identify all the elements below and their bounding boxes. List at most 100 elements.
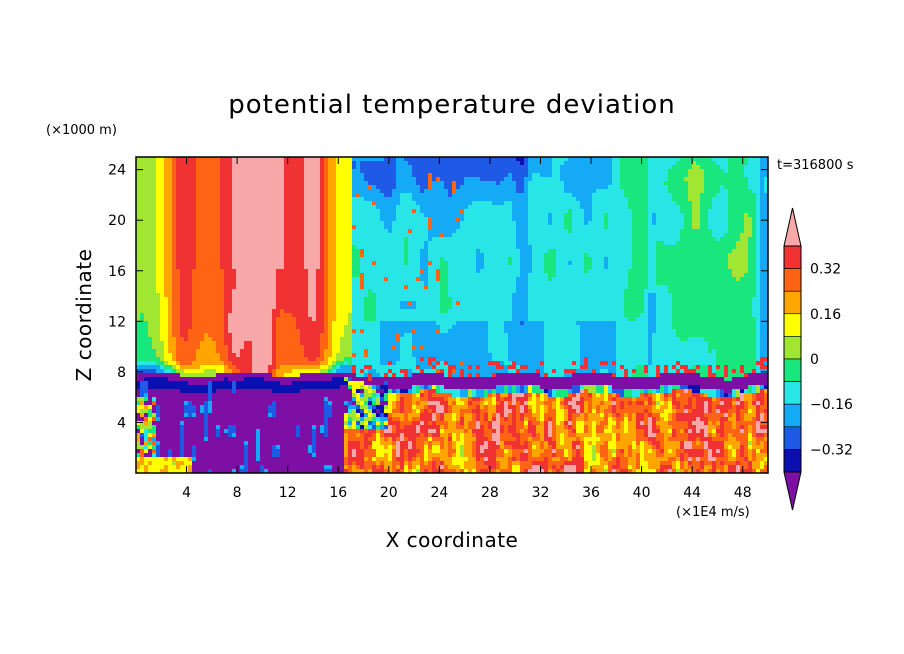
heatmap-cell xyxy=(344,325,353,330)
heatmap-cell xyxy=(352,465,357,470)
x-tick-label: 40 xyxy=(633,485,651,501)
heatmap-cell xyxy=(376,205,397,210)
heatmap-cell xyxy=(384,193,393,198)
heatmap-cell xyxy=(380,333,397,338)
heatmap-cell xyxy=(524,177,533,182)
heatmap-cell xyxy=(388,393,397,398)
heatmap-cell xyxy=(136,193,157,198)
heatmap-cell xyxy=(528,221,549,226)
heatmap-cell xyxy=(336,305,353,310)
heatmap-cell xyxy=(532,441,541,446)
heatmap-cell xyxy=(628,281,649,286)
heatmap-cell xyxy=(324,221,329,226)
heatmap-cell xyxy=(136,301,161,306)
heatmap-cell xyxy=(216,429,221,434)
heatmap-cell xyxy=(584,361,589,366)
heatmap-cell xyxy=(196,445,245,450)
heatmap-cell xyxy=(736,449,741,454)
heatmap-cell xyxy=(568,453,573,458)
heatmap-cell xyxy=(672,409,677,414)
heatmap-cell xyxy=(408,437,417,442)
heatmap-cell xyxy=(752,369,757,374)
heatmap-cell xyxy=(408,245,425,250)
heatmap-cell xyxy=(616,393,621,398)
heatmap-cell xyxy=(412,329,417,334)
heatmap-cell xyxy=(524,401,529,406)
heatmap-cell xyxy=(456,417,461,422)
heatmap-cell xyxy=(380,441,393,446)
heatmap-cell xyxy=(336,173,353,178)
heatmap-cell xyxy=(656,449,661,454)
heatmap-cell xyxy=(636,425,649,430)
heatmap-cell xyxy=(552,429,557,434)
heatmap-cell xyxy=(556,429,569,434)
heatmap-cell xyxy=(672,389,677,394)
heatmap-cell xyxy=(252,345,273,350)
heatmap-cell xyxy=(644,289,669,294)
heatmap-cell xyxy=(192,469,209,473)
heatmap-cell xyxy=(324,317,329,322)
heatmap-cell xyxy=(320,353,325,358)
heatmap-cell xyxy=(624,389,633,394)
heatmap-cell xyxy=(336,269,353,274)
heatmap-cell xyxy=(584,209,593,214)
heatmap-cell xyxy=(352,213,381,218)
heatmap-cell xyxy=(508,457,513,462)
heatmap-cell xyxy=(564,425,569,430)
heatmap-cell xyxy=(224,273,237,278)
heatmap-cell xyxy=(448,373,453,378)
heatmap-cell xyxy=(528,365,545,370)
heatmap-cell xyxy=(328,225,337,230)
heatmap-cell xyxy=(220,217,233,222)
heatmap-cell xyxy=(152,441,157,446)
heatmap-cell xyxy=(540,465,549,470)
heatmap-cell xyxy=(532,449,545,454)
heatmap-cell xyxy=(272,369,277,374)
heatmap-cell xyxy=(596,405,601,410)
heatmap-cell xyxy=(400,401,405,406)
heatmap-cell xyxy=(196,161,221,166)
heatmap-cell xyxy=(236,425,297,430)
heatmap-cell xyxy=(616,333,649,338)
heatmap-cell xyxy=(584,409,589,414)
heatmap-cell xyxy=(528,205,581,210)
heatmap-cell xyxy=(764,461,768,466)
heatmap-cell xyxy=(364,409,369,414)
heatmap-cell xyxy=(496,181,501,186)
heatmap-cell xyxy=(696,425,709,430)
heatmap-cell xyxy=(584,213,593,218)
heatmap-cell xyxy=(180,285,193,290)
heatmap-cell xyxy=(656,325,673,330)
heatmap-cell xyxy=(364,413,369,418)
heatmap-cell xyxy=(688,469,693,473)
heatmap-cell xyxy=(252,357,273,362)
heatmap-cell xyxy=(740,453,745,458)
heatmap-cell xyxy=(160,301,169,306)
heatmap-cell xyxy=(404,253,409,258)
heatmap-cell xyxy=(176,233,197,238)
heatmap-cell xyxy=(424,393,429,398)
heatmap-cell xyxy=(716,373,725,378)
heatmap-cell xyxy=(764,397,768,402)
heatmap-cell xyxy=(740,369,745,374)
heatmap-cell xyxy=(572,221,585,226)
heatmap-cell xyxy=(220,233,233,238)
heatmap-cell xyxy=(380,429,385,434)
heatmap-cell xyxy=(652,221,657,226)
heatmap-cell xyxy=(628,429,637,434)
heatmap-cell xyxy=(736,437,749,442)
heatmap-cell xyxy=(412,397,421,402)
heatmap-cell xyxy=(384,373,389,378)
heatmap-cell xyxy=(380,321,437,326)
heatmap-cell xyxy=(636,465,641,470)
heatmap-cell xyxy=(392,453,397,458)
heatmap-cell xyxy=(156,237,165,242)
heatmap-cell xyxy=(320,189,325,194)
heatmap-cell xyxy=(340,385,349,390)
heatmap-cell xyxy=(136,445,145,450)
heatmap-cell xyxy=(164,209,173,214)
heatmap-cell xyxy=(480,249,521,254)
heatmap-cell xyxy=(296,321,325,326)
heatmap-cell xyxy=(680,465,685,470)
colorbar-swatch xyxy=(783,403,802,428)
